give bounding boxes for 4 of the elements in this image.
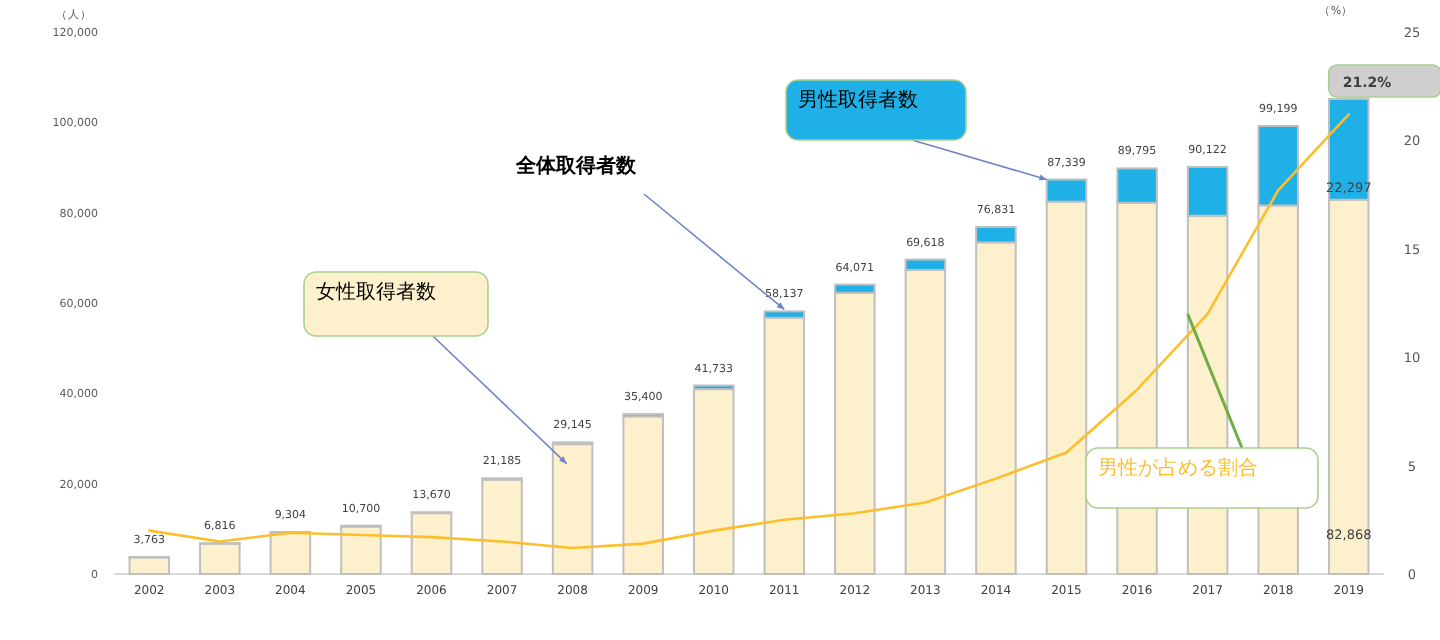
- text: 男性取得者数: [798, 88, 918, 112]
- annotation: 全体取得者数: [514, 154, 638, 178]
- series-label: 男性が占める割合: [1098, 456, 1258, 480]
- text: 女性取得者数: [316, 280, 436, 304]
